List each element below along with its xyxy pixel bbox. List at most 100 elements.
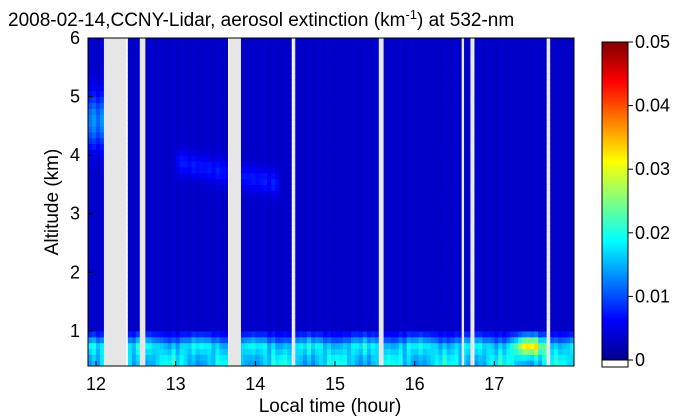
heatmap-cell [135,225,141,232]
heatmap-cell [167,243,173,250]
heatmap-cell [342,108,348,115]
heatmap-cell [247,254,252,262]
heatmap-cell [462,38,468,45]
heatmap-cell [334,196,340,203]
heatmap-cell [362,219,368,227]
heatmap-cell [358,73,364,80]
heatmap-cell [159,149,165,156]
heatmap-cell [458,61,464,68]
heatmap-cell [374,184,380,191]
heatmap-cell [414,90,420,98]
heatmap-cell [207,166,213,174]
heatmap-cell [247,231,252,238]
heatmap-cell [299,243,304,250]
heatmap-cell [386,243,392,250]
heatmap-cell [438,225,444,232]
heatmap-cell [163,143,169,150]
heatmap-cell [299,213,304,221]
heatmap-cell [99,184,105,191]
heatmap-cell [183,319,189,326]
heatmap-cell [243,196,248,203]
heatmap-cell [434,178,440,186]
heatmap-cell [430,190,436,197]
heatmap-cell [175,38,181,45]
heatmap-cell [454,143,460,150]
heatmap-cell [331,196,336,203]
heatmap-cell [207,143,213,150]
heatmap-cell [342,102,348,109]
heatmap-cell [183,336,189,344]
heatmap-cell [366,342,372,350]
heatmap-cell [251,155,256,162]
heatmap-cell [171,342,177,350]
heatmap-cell [295,248,300,256]
heatmap-cell [151,231,157,238]
heatmap-cell [430,225,436,232]
heatmap-cell [271,43,276,51]
heatmap-cell [295,196,300,203]
heatmap-cell [211,307,217,314]
heatmap-cell [398,120,404,127]
heatmap-cell [143,342,149,350]
heatmap-cell [223,49,229,57]
heatmap-cell [295,190,300,197]
heatmap-cell [434,260,440,268]
heatmap-cell [91,237,97,244]
heatmap-cell [255,295,260,303]
heatmap-cell [195,289,201,297]
heatmap-cell [458,254,464,262]
heatmap-cell [279,307,284,314]
heatmap-cell [342,172,348,180]
heatmap-cell [275,307,280,314]
heatmap-cell [279,248,284,256]
heatmap-cell [211,67,217,74]
heatmap-cell [434,38,440,45]
heatmap-cell [223,108,229,115]
heatmap-cell [410,184,416,191]
heatmap-cell [386,231,392,238]
heatmap-cell [267,342,272,350]
heatmap-cell [175,90,181,98]
heatmap-cell [331,213,336,221]
heatmap-cell [490,237,495,244]
heatmap-cell [211,114,217,121]
heatmap-cell [323,84,328,92]
heatmap-cell [478,61,483,68]
heatmap-cell [319,120,324,127]
heatmap-cell [295,184,300,191]
heatmap-cell [263,342,268,350]
heatmap-cell [315,289,320,297]
heatmap-cell [155,254,161,262]
heatmap-cell [362,284,368,291]
heatmap-cell [402,137,408,145]
heatmap-cell [251,260,256,268]
heatmap-cell [394,131,400,139]
heatmap-cell [143,301,149,309]
heatmap-cell [394,55,400,63]
heatmap-cell [163,225,169,232]
heatmap-cell [362,336,368,344]
heatmap-cell [259,161,264,168]
heatmap-cell [279,360,284,366]
heatmap-cell [418,172,424,180]
heatmap-cell [219,278,225,285]
heatmap-cell [135,137,141,145]
heatmap-cell [127,307,133,314]
heatmap-cell [350,196,356,203]
heatmap-cell [478,313,483,320]
heatmap-cell [438,319,444,326]
heatmap-cell [283,108,288,115]
heatmap-cell [319,336,324,344]
heatmap-cell [410,149,416,156]
heatmap-cell [458,360,464,366]
heatmap-cell [251,196,256,203]
heatmap-cell [271,166,276,174]
heatmap-cell [315,61,320,68]
heatmap-cell [434,313,440,320]
heatmap-cell [442,284,448,291]
heatmap-cell [295,120,300,127]
heatmap-cell [307,278,312,285]
heatmap-cell [334,348,340,355]
heatmap-cell [203,354,209,361]
heatmap-cell [482,38,487,45]
